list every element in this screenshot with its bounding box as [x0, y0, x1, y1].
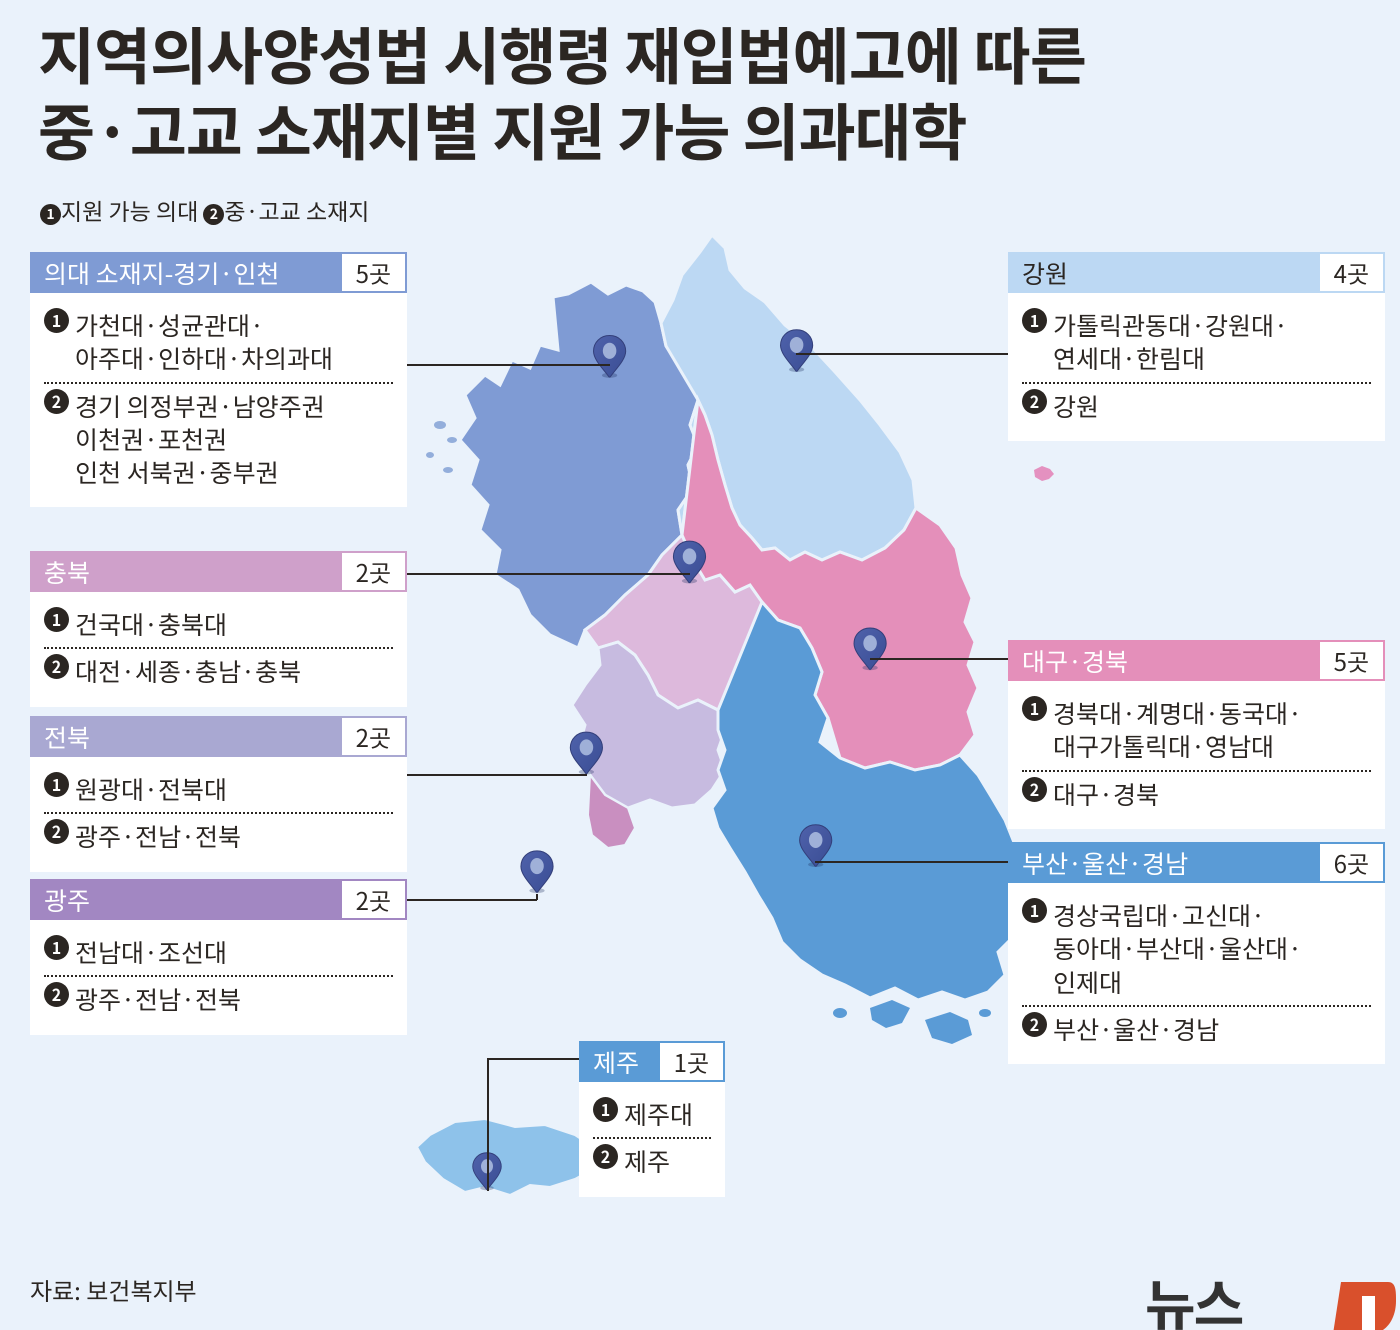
svg-text:뉴스: 뉴스 — [1145, 1272, 1243, 1330]
